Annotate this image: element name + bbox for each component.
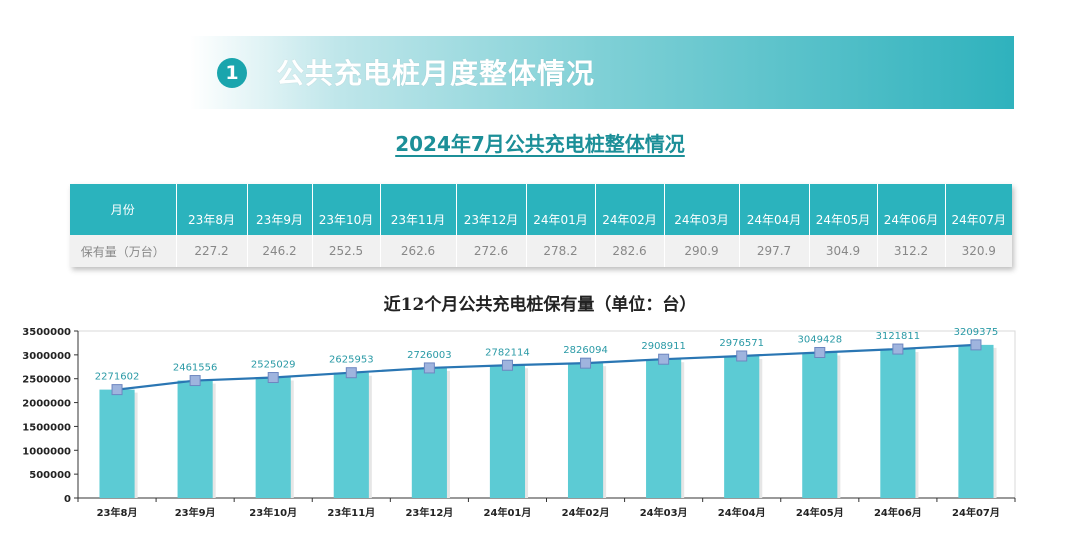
line-marker bbox=[267, 372, 279, 384]
data-label: 2461556 bbox=[173, 363, 218, 374]
series-line bbox=[116, 343, 977, 391]
y-tick-label: 1000000 bbox=[22, 446, 71, 457]
data-label: 2271602 bbox=[95, 372, 140, 383]
section-banner bbox=[190, 36, 1014, 109]
x-tick-label: 23年9月 bbox=[175, 506, 216, 519]
table-header-label: 月份 bbox=[70, 184, 176, 235]
table-cell-value: 290.9 bbox=[663, 235, 739, 267]
line-marker bbox=[736, 350, 748, 362]
y-tick-label: 2500000 bbox=[22, 375, 71, 386]
line-marker bbox=[189, 375, 201, 387]
x-tick-label: 23年8月 bbox=[97, 506, 138, 519]
data-label: 2908911 bbox=[641, 341, 686, 352]
data-label: 2782114 bbox=[485, 347, 530, 358]
table-value-row: 保有量（万台） 227.2 246.2 252.5 262.6 272.6 278.2 28… bbox=[70, 235, 1012, 267]
data-label: 3209375 bbox=[954, 327, 999, 338]
bar bbox=[802, 352, 838, 498]
table-header-month: 24年05月 bbox=[808, 184, 877, 235]
chart-title: 近12个月公共充电桩保有量（单位：台） bbox=[383, 295, 697, 315]
x-tick-label: 24年02月 bbox=[562, 506, 610, 519]
x-tick-label: 24年01月 bbox=[484, 506, 532, 519]
y-tick-label: 0 bbox=[64, 494, 71, 505]
bar bbox=[177, 380, 213, 498]
x-tick-label: 24年03月 bbox=[640, 506, 688, 519]
table-header-month: 24年03月 bbox=[663, 184, 739, 235]
data-label: 3049428 bbox=[798, 334, 843, 345]
table-header-month: 24年06月 bbox=[876, 184, 945, 235]
line-marker bbox=[814, 346, 826, 358]
bar bbox=[724, 355, 760, 498]
data-label: 3121811 bbox=[876, 331, 921, 342]
table-header-month: 23年9月 bbox=[246, 184, 312, 235]
bar bbox=[489, 365, 526, 498]
table-cell-value: 227.2 bbox=[175, 235, 247, 267]
table-header-row: 月份 23年8月 23年9月 23年10月 23年11月 23年12月 24年01月 24年… bbox=[70, 184, 1012, 235]
table-cell-value: 297.7 bbox=[738, 235, 809, 267]
bar bbox=[958, 344, 994, 498]
x-tick-label: 24年07月 bbox=[952, 506, 1000, 519]
monthly-table: 月份 23年8月 23年9月 23年10月 23年11月 23年12月 24年01月 24年… bbox=[70, 184, 1012, 267]
table-header-month: 23年11月 bbox=[379, 184, 456, 235]
x-tick-label: 23年12月 bbox=[405, 506, 453, 519]
plot-area-frame bbox=[77, 330, 1016, 499]
y-tick-label: 1500000 bbox=[22, 422, 71, 433]
table-header-month: 24年02月 bbox=[594, 184, 664, 235]
data-label: 2726003 bbox=[407, 350, 452, 361]
line-marker bbox=[658, 353, 670, 365]
table-cell-value: 304.9 bbox=[808, 235, 877, 267]
y-tick-label: 500000 bbox=[29, 470, 71, 481]
x-tick-label: 24年04月 bbox=[718, 506, 766, 519]
table-cell-value: 312.2 bbox=[876, 235, 945, 267]
x-tick-label: 23年10月 bbox=[249, 506, 297, 519]
bar bbox=[646, 359, 682, 498]
table-header-month: 24年04月 bbox=[738, 184, 809, 235]
bar bbox=[333, 372, 369, 498]
x-tick-label: 23年11月 bbox=[327, 506, 375, 519]
table-cell-value: 272.6 bbox=[455, 235, 526, 267]
bar bbox=[411, 367, 447, 498]
bar bbox=[880, 349, 916, 498]
bar bbox=[567, 363, 604, 498]
table-cell-value: 246.2 bbox=[246, 235, 312, 267]
data-label: 2625953 bbox=[329, 355, 374, 366]
bar bbox=[99, 389, 135, 498]
table-header-month: 23年10月 bbox=[311, 184, 380, 235]
table-row-label: 保有量（万台） bbox=[70, 235, 176, 267]
line-marker bbox=[111, 384, 123, 396]
table-cell-value: 252.5 bbox=[311, 235, 380, 267]
data-label: 2976571 bbox=[719, 338, 764, 349]
y-tick-label: 3500000 bbox=[22, 327, 71, 338]
table-cell-value: 278.2 bbox=[525, 235, 595, 267]
table-header-month: 23年12月 bbox=[455, 184, 526, 235]
report-subtitle: 2024年7月公共充电桩整体情况 bbox=[395, 132, 685, 156]
x-tick-label: 24年06月 bbox=[874, 506, 922, 519]
line-marker bbox=[580, 357, 592, 369]
data-label: 2525029 bbox=[251, 360, 296, 371]
line-marker bbox=[345, 367, 357, 379]
bar bbox=[255, 377, 291, 498]
section-number-badge: 1 bbox=[217, 58, 247, 88]
table-header-month: 24年01月 bbox=[525, 184, 595, 235]
table-cell-value: 262.6 bbox=[379, 235, 456, 267]
table-header-month: 23年8月 bbox=[175, 184, 247, 235]
y-tick-label: 2000000 bbox=[22, 399, 71, 410]
table-cell-value: 320.9 bbox=[944, 235, 1012, 267]
data-label: 2826094 bbox=[563, 345, 608, 356]
section-title: 公共充电桩月度整体情况 bbox=[276, 57, 596, 90]
line-marker bbox=[892, 343, 904, 355]
x-tick-label: 24年05月 bbox=[796, 506, 844, 519]
line-marker bbox=[423, 362, 435, 374]
table-header-month: 24年07月 bbox=[944, 184, 1012, 235]
line-marker bbox=[501, 359, 513, 371]
table-cell-value: 282.6 bbox=[594, 235, 664, 267]
line-marker bbox=[970, 339, 982, 351]
y-tick-label: 3000000 bbox=[22, 351, 71, 362]
